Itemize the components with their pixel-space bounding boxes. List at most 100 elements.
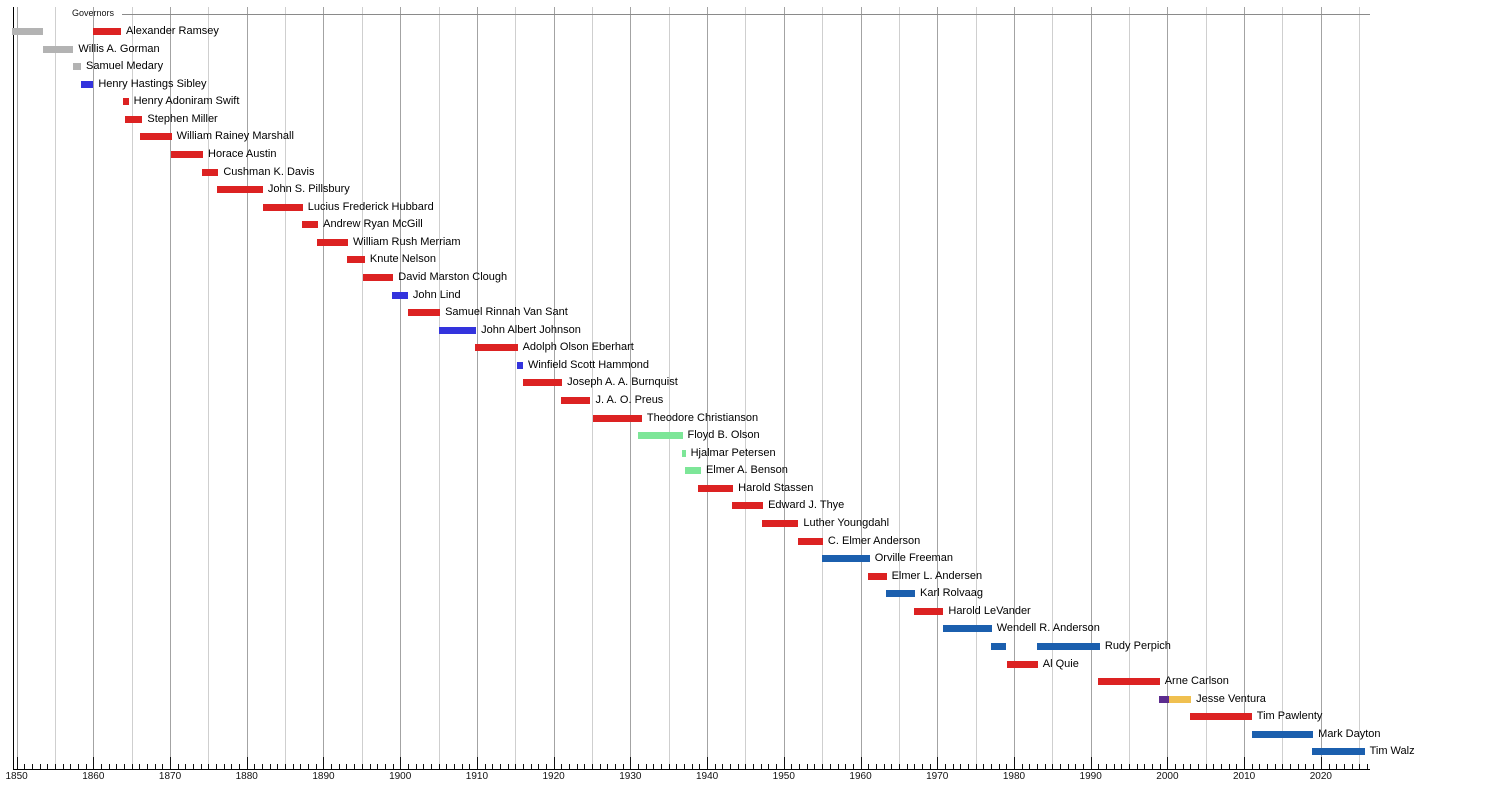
governor-name-label: Luther Youngdahl (803, 516, 890, 529)
year-tick (868, 764, 870, 769)
decade-gridline (16, 7, 18, 769)
year-tick (638, 764, 640, 769)
term-bar (12, 28, 43, 35)
decade-tick (400, 757, 402, 769)
decade-tick (1167, 757, 1169, 769)
axis-tick-label: 1930 (619, 771, 642, 782)
decade-tick (937, 757, 939, 769)
year-tick (1213, 764, 1215, 769)
year-tick (54, 764, 56, 769)
year-tick (1228, 764, 1230, 769)
decade-gridline (93, 7, 95, 769)
half-decade-gridline (131, 7, 133, 769)
governor-name-label: John Lind (412, 288, 461, 301)
year-tick (331, 764, 333, 769)
year-tick (484, 764, 486, 769)
axis-tick-label: 1940 (695, 771, 719, 782)
year-tick (338, 764, 340, 769)
term-bar (1251, 730, 1314, 738)
year-tick (47, 764, 49, 769)
term-bar (1158, 695, 1169, 703)
term-bar (561, 396, 591, 404)
year-tick (530, 764, 532, 769)
governor-name-label: Andrew Ryan McGill (323, 218, 423, 231)
term-bar (439, 326, 477, 334)
year-tick (239, 764, 241, 769)
year-tick (308, 764, 310, 769)
governor-name-label: Wendell R. Anderson (996, 622, 1100, 635)
decade-tick (553, 757, 555, 769)
year-tick (407, 764, 409, 769)
decade-tick (16, 757, 18, 769)
year-tick (1221, 764, 1223, 769)
year-tick (384, 764, 386, 769)
year-tick (1198, 764, 1200, 769)
year-tick (699, 764, 701, 769)
year-tick (990, 764, 992, 769)
decade-gridline (1013, 7, 1015, 769)
year-tick (1175, 764, 1177, 769)
governor-name-label: Harold LeVander (948, 604, 1031, 617)
year-tick (1359, 764, 1361, 769)
year-tick (952, 764, 954, 769)
half-decade-gridline (1282, 7, 1284, 769)
year-tick (1029, 764, 1031, 769)
governor-name-label: William Rainey Marshall (176, 130, 294, 143)
half-decade-gridline (438, 7, 440, 769)
year-tick (216, 764, 218, 769)
year-tick (676, 764, 678, 769)
year-tick (315, 764, 317, 769)
governor-name-label: Samuel Rinnah Van Sant (445, 306, 568, 319)
year-tick (1182, 764, 1184, 769)
year-tick (1351, 764, 1353, 769)
governor-name-label: Horace Austin (208, 147, 277, 160)
governor-name-label: Samuel Medary (86, 60, 164, 73)
governor-name-label: Knute Nelson (369, 253, 436, 266)
year-tick (622, 764, 624, 769)
year-tick (760, 764, 762, 769)
term-bar (592, 414, 642, 422)
year-tick (77, 764, 79, 769)
year-tick (461, 764, 463, 769)
year-tick (584, 764, 586, 769)
year-tick (507, 764, 509, 769)
decade-tick (93, 757, 95, 769)
half-decade-gridline (1052, 7, 1054, 769)
year-tick (1251, 764, 1253, 769)
year-tick (415, 764, 417, 769)
axis-tick-label: 1950 (772, 771, 795, 782)
half-decade-gridline (668, 7, 670, 769)
year-tick (1129, 764, 1131, 769)
term-bar (1097, 678, 1160, 686)
decade-gridline (553, 7, 555, 769)
decade-tick (783, 757, 785, 769)
term-bar (262, 203, 303, 211)
decade-tick (246, 757, 248, 769)
governor-name-label: Henry Adoniram Swift (133, 95, 240, 108)
year-tick (131, 764, 133, 769)
year-tick (645, 764, 647, 769)
term-bar (1036, 642, 1100, 650)
governor-name-label: Jesse Ventura (1196, 692, 1266, 705)
year-tick (1305, 764, 1307, 769)
term-bar (317, 238, 349, 246)
year-tick (1282, 764, 1284, 769)
term-bar (170, 150, 204, 158)
decade-gridline (707, 7, 709, 769)
chart-title: Governors (72, 8, 114, 18)
year-tick (1044, 764, 1046, 769)
year-tick (944, 764, 946, 769)
year-tick (62, 764, 64, 769)
year-tick (576, 764, 578, 769)
axis-tick-label: 1920 (542, 771, 565, 782)
governor-name-label: Al Quie (1042, 657, 1079, 670)
year-tick (568, 764, 570, 769)
term-bar (522, 379, 563, 387)
year-tick (929, 764, 931, 769)
half-decade-gridline (1205, 7, 1207, 769)
year-tick (1106, 764, 1108, 769)
year-tick (499, 764, 501, 769)
governor-name-label: William Rush Merriam (353, 235, 461, 248)
governor-name-label: Orville Freeman (874, 552, 953, 565)
decade-tick (860, 757, 862, 769)
